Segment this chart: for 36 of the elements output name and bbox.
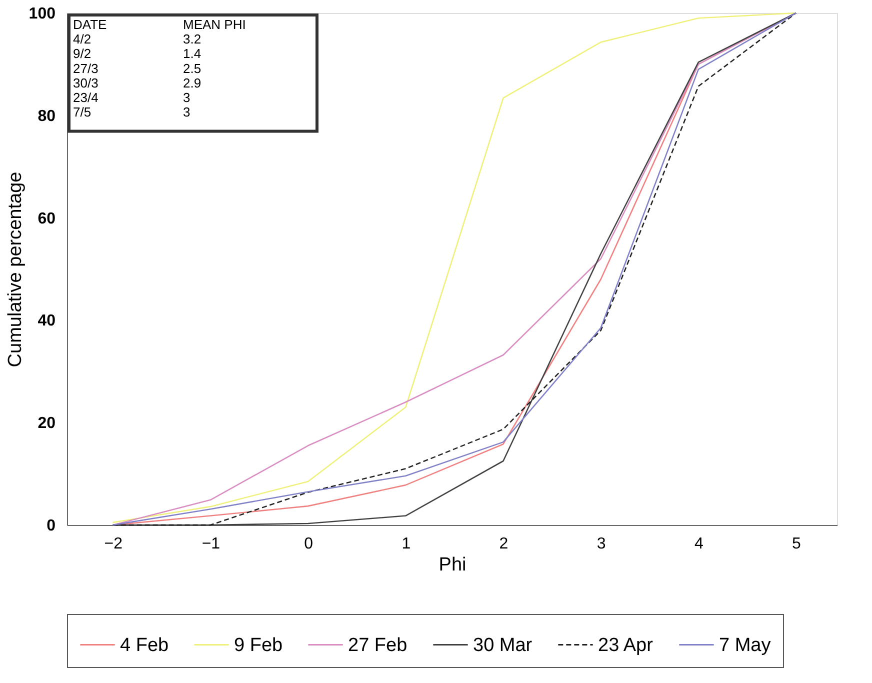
- x-tick-label: 3: [596, 536, 606, 552]
- y-tick-label: 40: [38, 312, 56, 330]
- annotation: 7/5: [73, 104, 92, 120]
- legend-label: 7 May: [719, 634, 772, 656]
- annotation: 2.9: [183, 75, 202, 90]
- x-tick-label: 0: [304, 536, 314, 552]
- annotation: 23/4: [73, 90, 98, 105]
- y-tick-label: 60: [38, 210, 56, 228]
- annotation: 30/3: [73, 75, 98, 90]
- annotation: 1.4: [183, 46, 202, 62]
- annotation: 4/2: [73, 32, 92, 47]
- x-axis-title: Phi: [438, 554, 466, 576]
- legend-label: 30 Mar: [473, 634, 533, 656]
- annotation: 3: [183, 104, 190, 120]
- x-tick-label: 1: [402, 536, 411, 552]
- annotation: 27/3: [73, 60, 98, 76]
- annotation: DATE: [73, 17, 108, 32]
- legend-label: 9 Feb: [234, 634, 283, 656]
- y-axis-title: Cumulative percentage: [4, 172, 26, 368]
- x-tick-label: 2: [499, 536, 508, 552]
- annotation: 3.2: [183, 32, 202, 47]
- y-tick-label: 100: [28, 6, 56, 22]
- y-tick-label: 0: [46, 518, 56, 534]
- legend-label: 23 Apr: [598, 634, 654, 656]
- x-tick-label: 4: [694, 536, 704, 552]
- x-tick-label: −2: [104, 536, 123, 552]
- legend-label: 27 Feb: [348, 634, 408, 656]
- y-tick-label: 80: [38, 108, 56, 125]
- annotation: 9/2: [73, 46, 92, 62]
- legend-label: 4 Feb: [120, 634, 169, 656]
- annotation: 2.5: [183, 60, 202, 76]
- y-tick-label: 20: [38, 415, 56, 432]
- annotation: MEAN PHI: [183, 17, 246, 32]
- x-tick-label: 5: [792, 536, 802, 552]
- annotation: 3: [183, 90, 190, 105]
- x-tick-label: −1: [202, 536, 220, 552]
